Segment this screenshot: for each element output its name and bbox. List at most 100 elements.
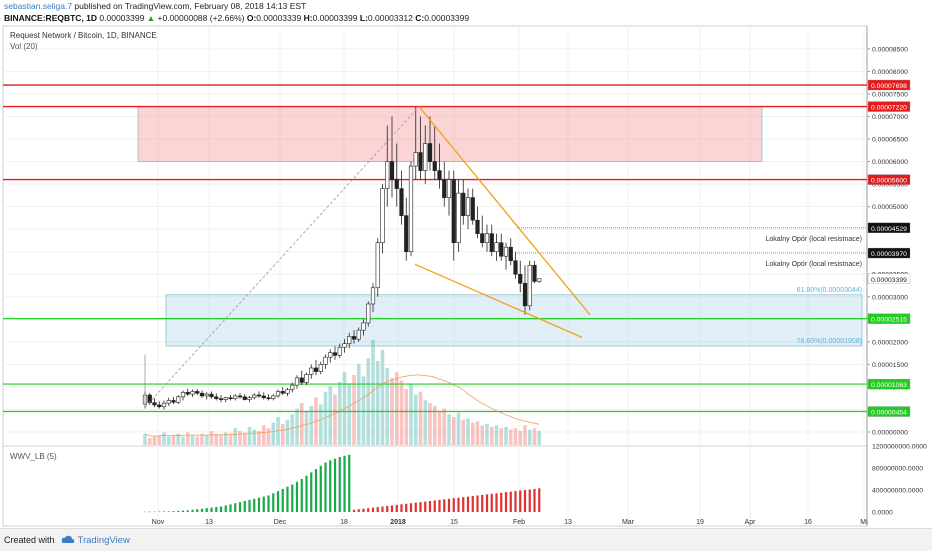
wwv-bar [514, 491, 516, 512]
main-legend: Request Network / Bitcoin, 1D, BINANCE [10, 31, 157, 40]
price-badge-label: 0.00007698 [871, 83, 907, 90]
wwv-bar [419, 502, 421, 512]
wwv-bar [206, 508, 208, 512]
price-badge-label: 0.00002515 [871, 317, 907, 324]
tradingview-cloud-icon[interactable] [61, 535, 75, 545]
wwv-bar [158, 512, 160, 513]
candle-up [362, 323, 366, 330]
volume-bar [172, 435, 176, 445]
vol-legend: Vol (20) [10, 42, 38, 51]
wwv-bar [320, 466, 322, 512]
volume-bar [381, 350, 385, 445]
wwv-bar [415, 503, 417, 512]
time-tick-label: Nov [152, 519, 165, 526]
chart-canvas[interactable]: Lokalny Opór (local resistnace)Lokalny O… [0, 0, 932, 528]
created-with-text: Created with [4, 535, 55, 545]
wwv-bar [168, 511, 170, 512]
volume-bar [238, 431, 242, 445]
time-tick-label: Mar [622, 519, 635, 526]
volume-bar [181, 437, 185, 445]
wwv-bar [495, 493, 497, 512]
resistance-zone [138, 107, 762, 162]
footer-bar: Created with TradingView [0, 528, 932, 551]
wwv-bar [149, 512, 151, 513]
price-badge-label: 0.00000454 [871, 410, 907, 417]
candle-down [243, 397, 247, 400]
wwv-tick-label: 400000000.0000 [872, 488, 923, 495]
volume-bar [362, 376, 366, 445]
wwv-bar [457, 498, 459, 512]
wwv-bar [248, 500, 250, 512]
candle-down [300, 378, 304, 383]
candle-up [447, 180, 451, 198]
wwv-bar [258, 498, 260, 512]
wwv-bar [434, 500, 436, 512]
volume-bar [376, 361, 380, 445]
wwv-bar [296, 482, 298, 512]
candle-down [442, 180, 446, 198]
volume-bar [167, 437, 171, 445]
volume-bar [461, 420, 465, 445]
volume-bar [447, 414, 451, 445]
wwv-bar [343, 456, 345, 512]
wwv-bar [196, 509, 198, 512]
volume-bar [148, 438, 152, 445]
wwv-bar [315, 469, 317, 512]
candle-down [476, 220, 480, 234]
candle-down [509, 247, 513, 261]
volume-bar [471, 423, 475, 445]
price-badge-label: 0.00007220 [871, 105, 907, 112]
volume-bar [262, 425, 266, 445]
candle-down [452, 180, 456, 243]
volume-bar [495, 425, 499, 445]
candle-up [423, 144, 427, 171]
time-tick-label: 13 [205, 519, 213, 526]
wwv-bar [533, 489, 535, 512]
local-resistance-label: Lokalny Opór (local resistnace) [766, 261, 863, 268]
candle-up [528, 265, 532, 306]
candle-up [224, 398, 228, 400]
volume-bar [333, 395, 337, 445]
candle-up [457, 193, 461, 243]
volume-bar [485, 424, 489, 445]
candle-up [537, 279, 541, 282]
wwv-bar [476, 496, 478, 513]
volume-bar [252, 430, 256, 445]
wwv-bar [353, 510, 355, 512]
volume-bar [352, 375, 356, 445]
wwv-axis: 1200000000.0000800000000.0000400000000.0… [872, 444, 927, 517]
price-tick-label: 0.00001500 [872, 362, 908, 369]
volume-bar [233, 428, 237, 445]
tradingview-link[interactable]: TradingView [78, 535, 130, 546]
price-tick-label: 0.00006000 [872, 159, 908, 166]
fib-label: 61.80%(0.00003044) [797, 287, 862, 294]
wwv-bar [324, 463, 326, 513]
wwv-bar [538, 488, 540, 512]
wwv-bar [443, 499, 445, 512]
volume-bar [404, 389, 408, 445]
grid-lines [3, 26, 867, 526]
candle-down [395, 180, 399, 189]
time-tick-label: Mi [860, 519, 868, 526]
volume-bar [366, 358, 370, 445]
wwv-bar [153, 512, 155, 513]
wwv-bar [305, 476, 307, 512]
price-tick-label: 0.00008500 [872, 46, 908, 53]
candle-down [523, 283, 527, 306]
price-tick-label: 0.00000000 [872, 430, 908, 437]
volume-bar [400, 381, 404, 445]
wwv-bars [144, 455, 540, 512]
wwv-bar [177, 511, 179, 512]
volume-bar [395, 372, 399, 445]
wwv-bar [239, 502, 241, 512]
candle-up [371, 288, 375, 304]
candle-down [157, 405, 161, 407]
wwv-bar [253, 499, 255, 512]
time-tick-label: Apr [745, 519, 757, 526]
wwv-bar [491, 494, 493, 512]
price-tick-label: 0.00006500 [872, 137, 908, 144]
candle-up [276, 391, 280, 396]
wwv-bar [372, 508, 374, 512]
wwv-tick-label: 800000000.0000 [872, 466, 923, 473]
